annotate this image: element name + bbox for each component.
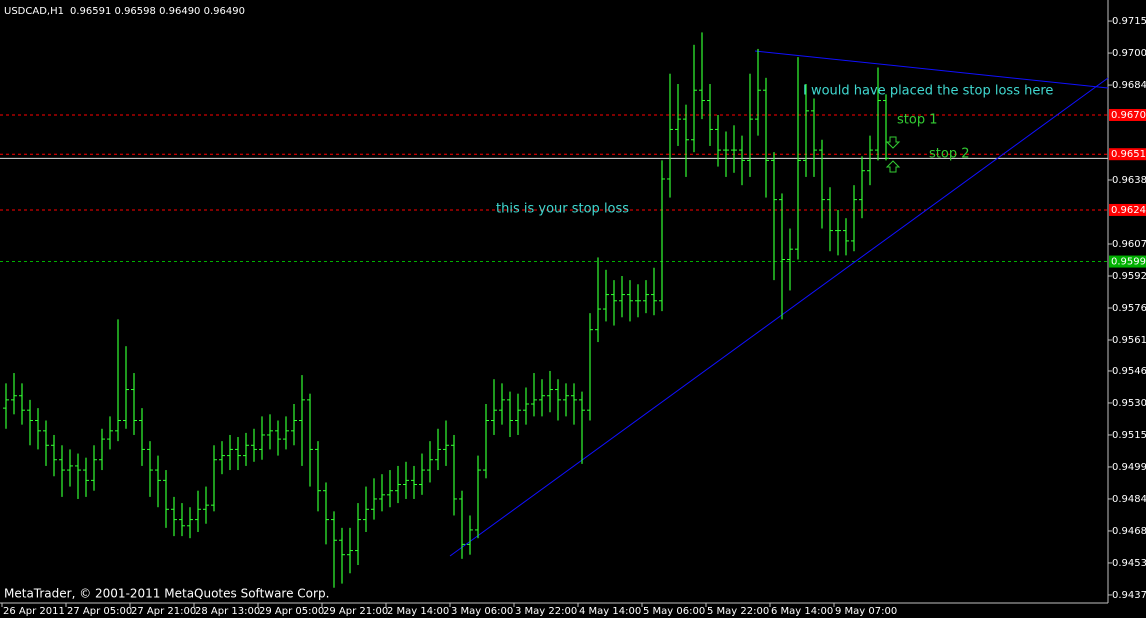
y-tick-label: 0.95765: [1112, 303, 1146, 314]
x-tick-label: 2 May 14:00: [387, 606, 449, 617]
arrow-down: [885, 136, 901, 149]
y-tick-label: 0.96845: [1112, 80, 1146, 91]
x-tick-label: 4 May 14:00: [579, 606, 641, 617]
x-tick-label: 3 May 22:00: [515, 606, 577, 617]
level-label-bg: [1109, 108, 1146, 121]
annotation: this is your stop loss: [496, 202, 629, 217]
x-tick-label: 29 Apr 05:00: [259, 606, 324, 617]
x-tick-label: 5 May 06:00: [643, 606, 705, 617]
x-tick-label: 27 Apr 21:00: [131, 606, 196, 617]
x-tick-label: 26 Apr 2011: [3, 606, 65, 617]
level-label: 0.9651: [1111, 149, 1146, 160]
level-label: 0.9624: [1111, 205, 1146, 216]
level-label-bg: [1109, 255, 1146, 268]
y-tick-label: 0.95305: [1112, 398, 1146, 409]
y-tick-label: 0.96385: [1112, 175, 1146, 186]
x-tick-label: 28 Apr 13:00: [195, 606, 260, 617]
arrow-up: [885, 160, 901, 173]
y-tick-label: 0.96075: [1112, 239, 1146, 250]
annotation: stop 1: [897, 113, 937, 128]
annotation: I would have placed the stop loss here: [803, 84, 1053, 99]
x-tick-label: 6 May 14:00: [771, 606, 833, 617]
x-tick-label: 5 May 22:00: [707, 606, 769, 617]
chart-title: USDCAD,H1: [4, 6, 64, 17]
annotation: stop 2: [929, 147, 969, 162]
x-tick-label: 29 Apr 21:00: [323, 606, 388, 617]
level-label-bg: [1109, 203, 1146, 216]
x-tick-label: 9 May 07:00: [835, 606, 897, 617]
trend-line: [449, 77, 1109, 557]
footer: MetaTrader, © 2001-2011 MetaQuotes Softw…: [4, 587, 329, 601]
y-tick-label: 0.94375: [1112, 590, 1146, 601]
level-label-bg: [1109, 148, 1146, 161]
trend-line: [754, 50, 1109, 89]
chart-subtitle: 0.96591 0.96598 0.96490 0.96490: [70, 6, 245, 17]
level-label: 0.9599: [1111, 257, 1146, 268]
y-tick-label: 0.94995: [1112, 462, 1146, 473]
x-tick-label: 3 May 06:00: [451, 606, 513, 617]
y-tick-label: 0.97155: [1112, 16, 1146, 27]
x-tick-label: 27 Apr 05:00: [67, 606, 132, 617]
level-label: 0.9670: [1111, 110, 1146, 121]
y-tick-label: 0.94685: [1112, 526, 1146, 537]
